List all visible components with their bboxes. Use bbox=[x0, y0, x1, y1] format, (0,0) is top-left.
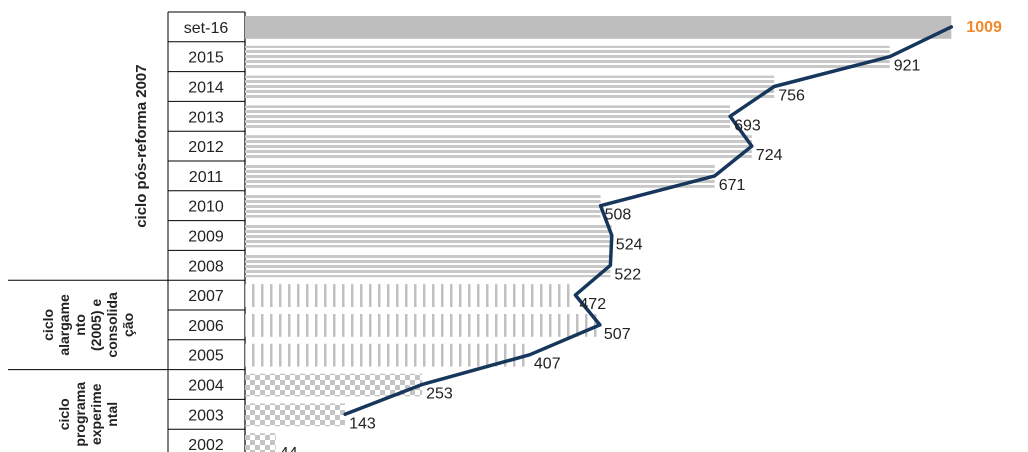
bar-2015 bbox=[245, 45, 890, 69]
group-label-line: alargame bbox=[56, 294, 72, 356]
bar-2003 bbox=[245, 403, 346, 427]
bar-2006 bbox=[245, 314, 600, 337]
data-label-2009: 524 bbox=[616, 237, 643, 254]
bar-2013 bbox=[245, 105, 731, 129]
tick-label-2015: 2015 bbox=[188, 50, 224, 67]
group-label-line: ção bbox=[120, 313, 136, 337]
data-label-2011: 671 bbox=[719, 177, 746, 194]
bar-2009 bbox=[245, 224, 612, 248]
data-label-2006: 507 bbox=[604, 326, 631, 343]
group-label-line: programa bbox=[72, 382, 88, 447]
bars bbox=[245, 16, 952, 452]
data-label-2013: 693 bbox=[734, 117, 761, 134]
bar-2002 bbox=[245, 433, 276, 452]
data-label-2004: 253 bbox=[426, 386, 453, 403]
tick-label-2012: 2012 bbox=[188, 139, 224, 156]
tick-label-2002: 2002 bbox=[188, 437, 224, 452]
bar-2008 bbox=[245, 254, 611, 278]
bar-2004 bbox=[245, 373, 423, 397]
bar-2007 bbox=[245, 284, 576, 307]
bar-2011 bbox=[245, 165, 715, 188]
data-label-set-16: 1009 bbox=[966, 19, 1002, 36]
bar-2010 bbox=[245, 194, 601, 218]
group-label-line: consolida bbox=[104, 292, 120, 358]
tick-label-2011: 2011 bbox=[189, 169, 224, 186]
tick-label-2009: 2009 bbox=[188, 229, 224, 246]
data-label-2005: 407 bbox=[534, 356, 561, 373]
group-label-line: ciclo bbox=[40, 309, 56, 341]
bar-2005 bbox=[245, 343, 530, 367]
tick-label-2013: 2013 bbox=[188, 109, 224, 126]
data-label-2015: 921 bbox=[894, 58, 921, 75]
tick-label-2014: 2014 bbox=[188, 80, 224, 97]
trend-line-path bbox=[343, 25, 954, 417]
bar-2012 bbox=[245, 135, 752, 158]
data-label-2007: 472 bbox=[579, 296, 606, 313]
tick-label-2007: 2007 bbox=[188, 288, 224, 305]
category-table: set-16 2015 2014 2013 2012 2011 2010 2009 2008 20… bbox=[8, 11, 246, 452]
data-label-2010: 508 bbox=[605, 207, 632, 224]
tick-label-2010: 2010 bbox=[188, 199, 224, 216]
data-label-2014: 756 bbox=[778, 88, 805, 105]
data-label-2002: 44 bbox=[280, 445, 298, 452]
group-label-line: ciclo bbox=[56, 398, 72, 430]
group-label: ciclo pós-reforma 2007 bbox=[133, 64, 150, 227]
tick-label-2004: 2004 bbox=[188, 378, 224, 395]
tick-label-2008: 2008 bbox=[188, 258, 224, 275]
tick-label-2006: 2006 bbox=[188, 318, 224, 335]
data-labels: 1009 921 756 693 724 671 508 524 522 472 507 407 253… bbox=[280, 19, 1002, 452]
bar-set-16 bbox=[245, 16, 952, 39]
tick-label-set-16: set-16 bbox=[184, 20, 229, 37]
group-label-line: nto bbox=[72, 314, 88, 336]
group-label-line: ntal bbox=[104, 402, 120, 427]
tick-label-2003: 2003 bbox=[188, 407, 224, 424]
tick-label-2005: 2005 bbox=[188, 348, 224, 365]
bar-2014 bbox=[245, 75, 775, 99]
data-label-2003: 143 bbox=[349, 415, 376, 432]
data-label-2008: 522 bbox=[614, 266, 641, 283]
trend-line bbox=[343, 25, 954, 417]
data-label-2012: 724 bbox=[756, 147, 783, 164]
group-label-line: (2005) e bbox=[88, 299, 104, 351]
group-label-line: experime bbox=[88, 383, 104, 445]
